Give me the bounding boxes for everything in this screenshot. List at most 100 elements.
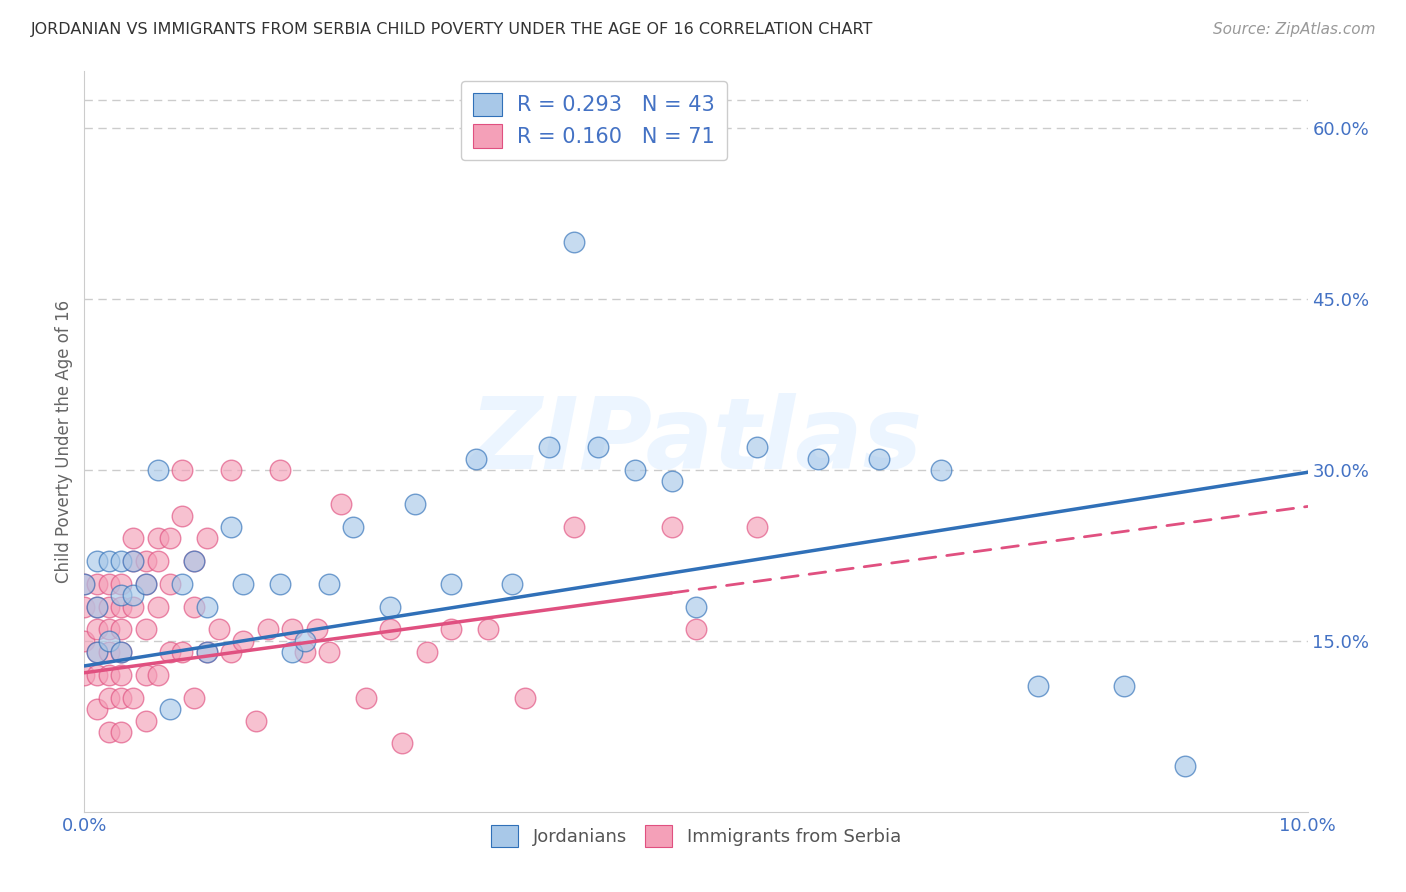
Point (257, 623, 280, 637)
Point (86, 599, 108, 614)
Point (97, 668, 120, 682)
Point (159, 702, 181, 716)
Point (172, 508, 194, 523)
Point (97, 554, 120, 568)
Point (869, 451, 891, 466)
Point (122, 532, 145, 546)
Point (281, 623, 304, 637)
Point (269, 577, 291, 591)
Point (219, 463, 242, 477)
Point (135, 577, 157, 591)
Text: Source: ZipAtlas.com: Source: ZipAtlas.com (1212, 22, 1375, 37)
Point (110, 668, 132, 682)
Point (86, 645, 108, 659)
Point (318, 645, 340, 659)
Point (86, 645, 108, 659)
Point (73, 633, 96, 648)
Point (110, 645, 132, 659)
Point (440, 577, 463, 591)
Text: JORDANIAN VS IMMIGRANTS FROM SERBIA CHILD POVERTY UNDER THE AGE OF 16 CORRELATIO: JORDANIAN VS IMMIGRANTS FROM SERBIA CHIL… (31, 22, 873, 37)
Point (391, 736, 413, 750)
Point (538, 440, 561, 454)
Point (146, 554, 169, 568)
Point (195, 645, 218, 659)
Point (464, 451, 486, 466)
Point (807, 451, 830, 466)
Point (110, 554, 132, 568)
Point (73, 577, 96, 591)
Point (172, 577, 194, 591)
Point (122, 588, 145, 602)
Point (73, 668, 96, 682)
Point (183, 554, 205, 568)
Point (183, 599, 205, 614)
Point (135, 714, 157, 728)
Point (624, 463, 647, 477)
Point (86, 623, 108, 637)
Point (97, 633, 120, 648)
Point (97, 645, 120, 659)
Point (342, 520, 364, 534)
Point (747, 520, 769, 534)
Text: ZIPatlas: ZIPatlas (470, 393, 922, 490)
Point (110, 588, 132, 602)
Point (146, 532, 169, 546)
Point (172, 645, 194, 659)
Point (86, 599, 108, 614)
Point (110, 645, 132, 659)
Point (269, 463, 291, 477)
Point (122, 554, 145, 568)
Point (146, 463, 169, 477)
Point (122, 690, 145, 705)
Point (219, 520, 242, 534)
Point (661, 475, 683, 489)
Point (477, 623, 499, 637)
Point (73, 599, 96, 614)
Point (183, 554, 205, 568)
Point (281, 645, 304, 659)
Point (380, 623, 402, 637)
Point (172, 463, 194, 477)
Point (232, 633, 254, 648)
Point (159, 532, 181, 546)
Point (1174, 759, 1197, 773)
Point (97, 725, 120, 739)
Point (110, 599, 132, 614)
Point (73, 577, 96, 591)
Point (685, 599, 707, 614)
Point (305, 623, 328, 637)
Point (110, 725, 132, 739)
Point (416, 645, 439, 659)
Point (110, 690, 132, 705)
Point (86, 554, 108, 568)
Point (294, 645, 316, 659)
Point (245, 714, 267, 728)
Point (146, 599, 169, 614)
Point (208, 623, 231, 637)
Point (513, 690, 536, 705)
Point (354, 690, 377, 705)
Point (318, 577, 340, 591)
Point (294, 633, 316, 648)
Point (122, 554, 145, 568)
Point (97, 577, 120, 591)
Point (135, 668, 157, 682)
Y-axis label: Child Poverty Under the Age of 16: Child Poverty Under the Age of 16 (55, 300, 73, 583)
Legend: Jordanians, Immigrants from Serbia: Jordanians, Immigrants from Serbia (484, 818, 908, 855)
Point (86, 668, 108, 682)
Point (440, 623, 463, 637)
Point (330, 497, 353, 511)
Point (97, 599, 120, 614)
Point (159, 577, 181, 591)
Point (86, 577, 108, 591)
Point (586, 440, 609, 454)
Point (929, 463, 952, 477)
Point (1114, 680, 1136, 694)
Point (86, 702, 108, 716)
Point (122, 599, 145, 614)
Point (747, 440, 769, 454)
Point (1028, 680, 1050, 694)
Point (380, 599, 402, 614)
Point (135, 577, 157, 591)
Point (685, 623, 707, 637)
